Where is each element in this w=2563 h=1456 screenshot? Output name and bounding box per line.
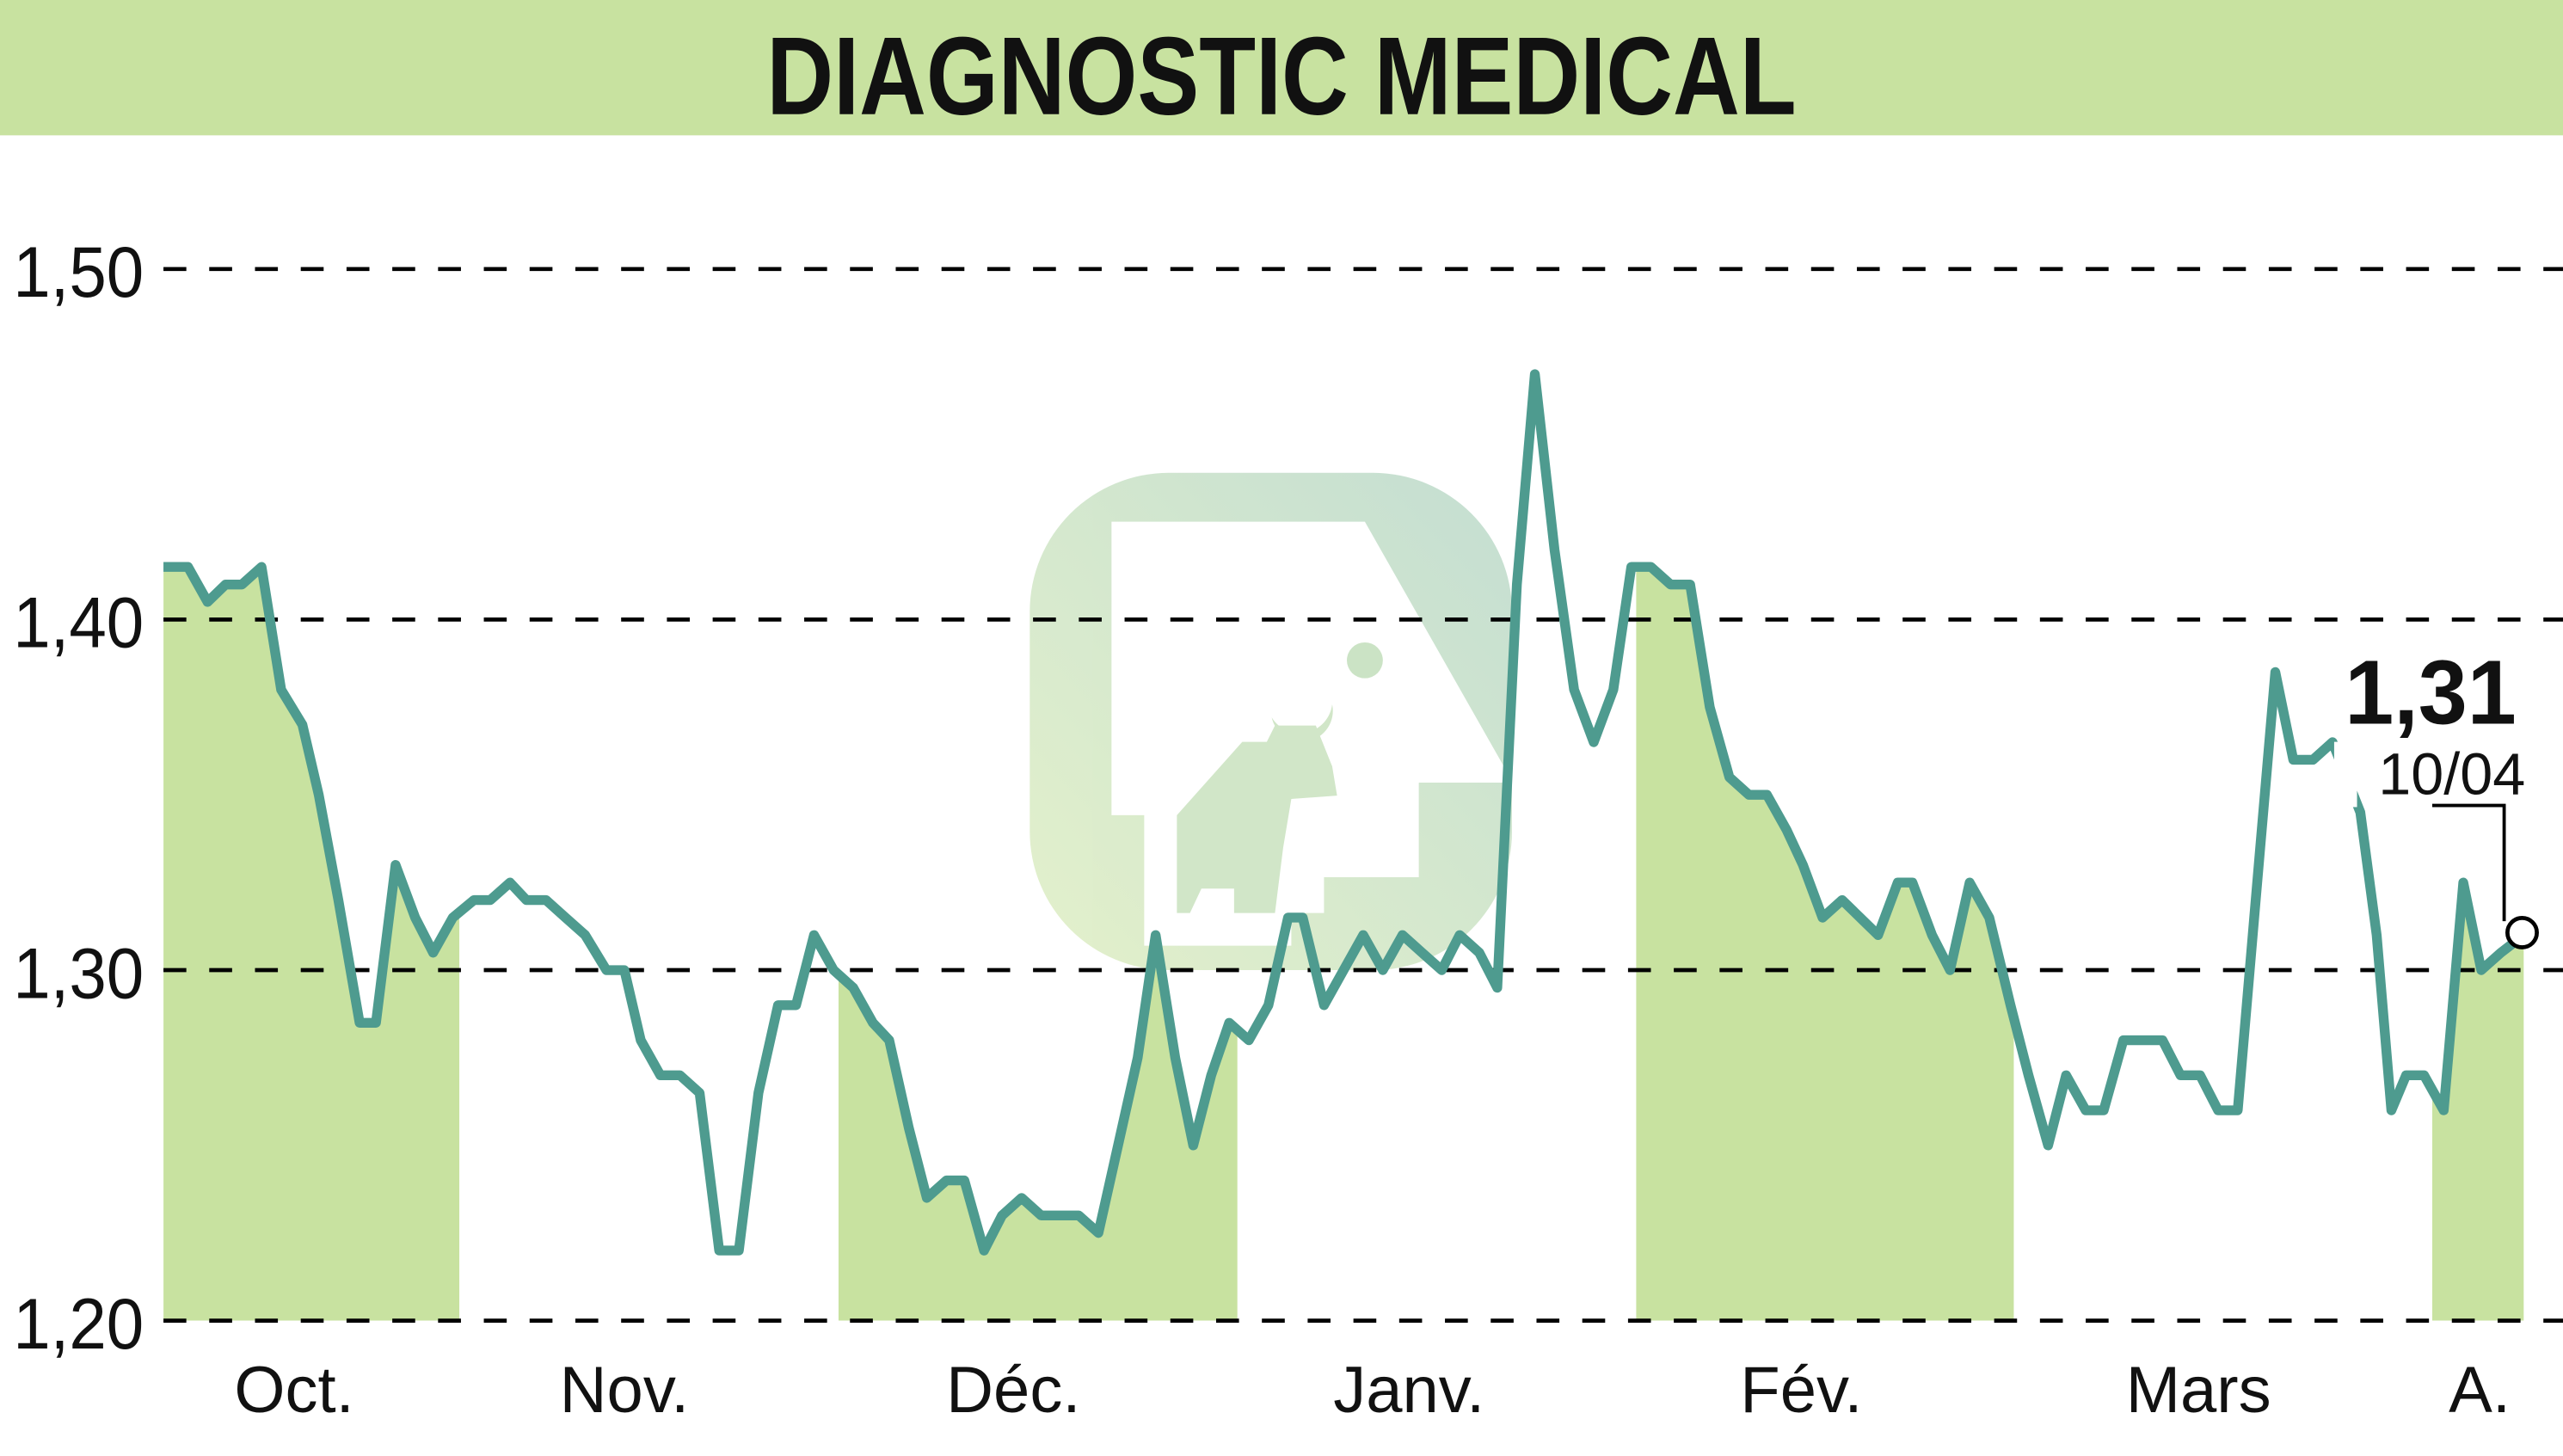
ytick-label: 1,20 bbox=[13, 1283, 144, 1364]
ytick-label: 1,40 bbox=[13, 582, 144, 663]
xtick-label: A. bbox=[2449, 1354, 2511, 1427]
last-value-annotation: 1,31 10/04 bbox=[2345, 642, 2539, 949]
last-date-label: 10/04 bbox=[2378, 741, 2525, 807]
line-gap bbox=[2333, 741, 2357, 808]
x-axis: Oct. Nov. Déc. Janv. Fév. Mars A. bbox=[234, 1354, 2511, 1427]
price-line bbox=[163, 369, 2527, 1256]
shade-feb bbox=[1636, 374, 2014, 1321]
gridlines bbox=[163, 267, 2563, 1324]
xtick-label: Oct. bbox=[234, 1354, 353, 1427]
last-point-marker bbox=[2505, 915, 2539, 949]
y-axis: 1,50 1,40 1,30 1,20 bbox=[13, 231, 144, 1364]
annotation-leader-line bbox=[2431, 803, 2506, 922]
xtick-label: Mars bbox=[2126, 1354, 2271, 1427]
watermark-logo-icon bbox=[1030, 472, 1512, 971]
xtick-label: Déc. bbox=[946, 1354, 1080, 1427]
ytick-label: 1,30 bbox=[13, 932, 144, 1013]
xtick-label: Nov. bbox=[560, 1354, 690, 1427]
header-band bbox=[0, 0, 2563, 136]
last-value-label: 1,31 bbox=[2345, 642, 2517, 744]
xtick-label: Janv. bbox=[1333, 1354, 1484, 1427]
xtick-label: Fév. bbox=[1740, 1354, 1862, 1427]
ytick-label: 1,50 bbox=[13, 231, 144, 312]
chart-title: DIAGNOSTIC MEDICAL bbox=[766, 15, 1796, 138]
